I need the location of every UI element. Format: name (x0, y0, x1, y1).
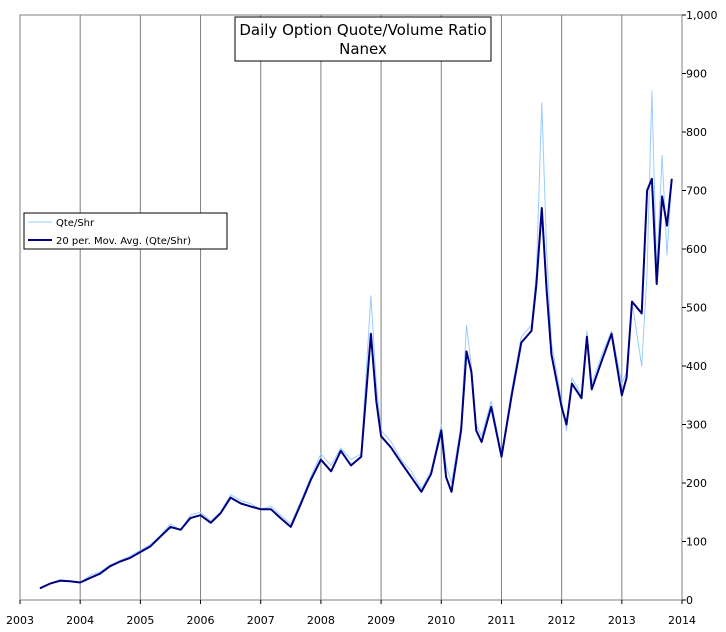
y-tick-label: 600 (686, 243, 707, 256)
x-tick-label: 2006 (187, 614, 215, 627)
vertical-gridlines (79, 15, 623, 600)
y-axis: 0 100 200 300 400 500 600 700 800 900 1,000 (682, 9, 718, 607)
x-tick-label: 2011 (487, 614, 515, 627)
x-tick-label: 2008 (307, 614, 335, 627)
y-tick-label: 500 (686, 302, 707, 315)
x-tick-label: 2010 (427, 614, 455, 627)
y-tick-label: 400 (686, 360, 707, 373)
y-tick-label: 0 (686, 594, 693, 607)
moving-average-line (39, 177, 673, 590)
y-tick-label: 1,000 (686, 9, 718, 22)
x-tick-label: 2012 (548, 614, 576, 627)
legend-label-daily: Qte/Shr (56, 218, 95, 229)
x-tick-label: 2009 (367, 614, 395, 627)
series-layer (39, 90, 673, 590)
legend: Qte/Shr 20 per. Mov. Avg. (Qte/Shr) (23, 212, 228, 250)
chart-subtitle: Nanex (339, 40, 387, 58)
x-tick-label: 2005 (126, 614, 154, 627)
x-tick-label: 2014 (668, 614, 696, 627)
chart-title-box: Daily Option Quote/Volume Ratio Nanex (234, 16, 492, 62)
x-tick-label: 2007 (247, 614, 275, 627)
legend-label-avg: 20 per. Mov. Avg. (Qte/Shr) (56, 236, 191, 247)
plot-area (19, 14, 683, 601)
y-tick-label: 800 (686, 126, 707, 139)
x-tick-label: 2004 (66, 614, 94, 627)
x-axis: 2003 2004 2005 2006 2007 2008 2009 2010 2011 2012… (6, 600, 696, 627)
chart-title: Daily Option Quote/Volume Ratio (239, 21, 486, 39)
y-tick-label: 300 (686, 419, 707, 432)
x-tick-label: 2003 (6, 614, 34, 627)
y-tick-label: 200 (686, 477, 707, 490)
y-tick-label: 700 (686, 185, 707, 198)
x-tick-label: 2013 (608, 614, 636, 627)
y-tick-label: 100 (686, 536, 707, 549)
y-tick-label: 900 (686, 68, 707, 81)
